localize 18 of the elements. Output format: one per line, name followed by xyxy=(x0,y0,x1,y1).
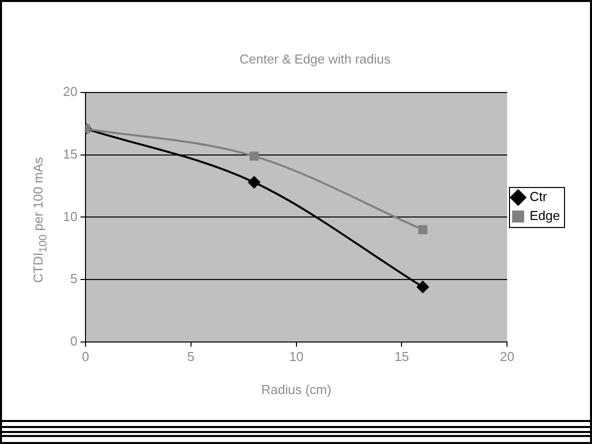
x-tick-label: 10 xyxy=(289,349,304,364)
x-tick-label: 0 xyxy=(82,349,90,364)
chart-title: Center & Edge with radius xyxy=(239,51,392,66)
legend-label: Edge xyxy=(530,208,560,224)
y-tick-label: 20 xyxy=(62,84,78,100)
y-tick-label: 0 xyxy=(70,333,78,348)
point xyxy=(416,280,429,293)
point xyxy=(418,225,428,234)
x-tick-label: 5 xyxy=(187,349,194,364)
x-tick-label: 15 xyxy=(394,349,409,364)
x-tick-label: 20 xyxy=(500,349,514,364)
y-tick-label: 5 xyxy=(70,271,78,286)
y-tick-label: 10 xyxy=(62,208,78,224)
legend-label: Ctr xyxy=(530,189,548,204)
x-axis-title: Radius (cm) xyxy=(261,382,332,397)
point xyxy=(248,176,260,188)
y-tick-label: 15 xyxy=(62,146,78,162)
point xyxy=(250,152,259,161)
